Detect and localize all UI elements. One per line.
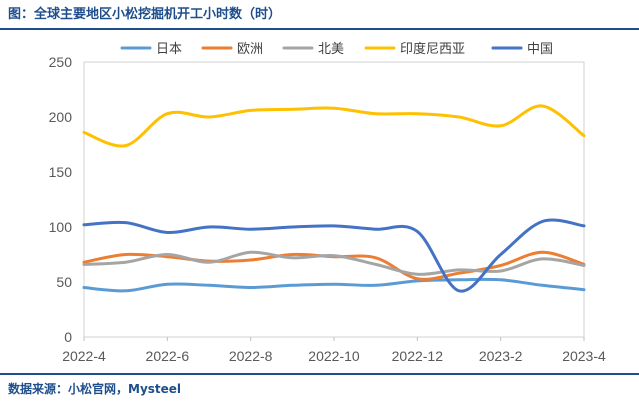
x-tick-label: 2022-10: [308, 348, 360, 364]
legend-label-中国: 中国: [527, 42, 553, 57]
x-tick-label: 2022-12: [392, 348, 444, 364]
source-rule: [0, 373, 639, 375]
legend-label-欧洲: 欧洲: [237, 42, 263, 57]
chart-legend: 日本 欧洲 北美 印度尼西亚 中国: [120, 41, 553, 57]
x-tick-label: 2022-6: [146, 348, 190, 364]
y-tick-label: 150: [49, 164, 73, 180]
x-tick-label: 2023-4: [562, 348, 606, 364]
source-note: 数据来源：小松官网，Mysteel: [8, 382, 182, 396]
y-tick-label: 50: [56, 274, 72, 290]
y-tick-label: 200: [49, 109, 73, 125]
title-rule: [0, 28, 639, 30]
x-tick-label: 2022-8: [229, 348, 273, 364]
series-line-中国: [82, 218, 586, 293]
legend-label-日本: 日本: [156, 42, 182, 57]
chart-series: [82, 104, 586, 293]
legend-label-印度尼西亚: 印度尼西亚: [400, 41, 465, 57]
legend-label-北美: 北美: [318, 42, 344, 57]
y-tick-label: 250: [49, 54, 73, 70]
line-chart: 日本 欧洲 北美 印度尼西亚 中国 0 50 100 150 200 250 2022-4 2022-…: [49, 41, 606, 364]
y-tick-label: 100: [49, 219, 73, 235]
y-tick-label: 0: [64, 329, 72, 345]
x-tick-label: 2023-2: [479, 348, 523, 364]
series-line-印度尼西亚: [82, 104, 586, 148]
chart-axes: 0 50 100 150 200 250 2022-4 2022-6 2022-8 2022-10…: [49, 54, 606, 364]
figure-title: 图：全球主要地区小松挖掘机开工小时数（时）: [8, 7, 282, 22]
series-line-日本: [82, 277, 586, 293]
x-tick-label: 2022-4: [62, 348, 106, 364]
plot-frame: [83, 61, 585, 338]
series-line-北美: [82, 250, 586, 276]
